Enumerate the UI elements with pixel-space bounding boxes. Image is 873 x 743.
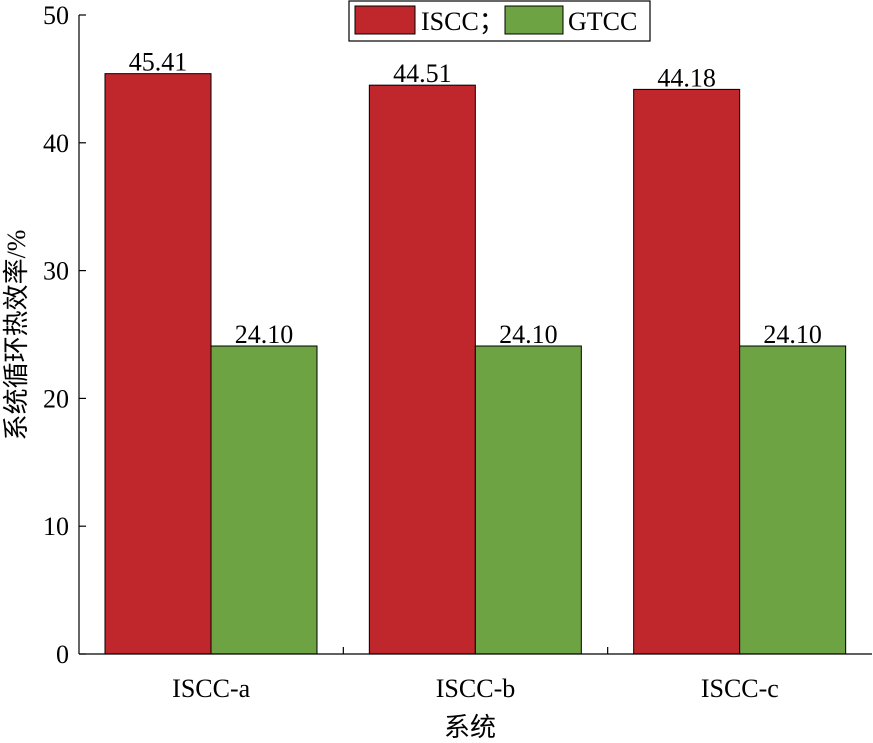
x-tick-label: ISCC-b [436, 674, 515, 703]
legend-label-iscc: ISCC； [421, 7, 505, 36]
data-labels-group: 45.41 24.10 44.51 24.10 44.18 24.10 [129, 48, 822, 349]
bar-iscc-iscc-a [104, 73, 212, 655]
data-label-gtcc-iscc-a: 24.10 [235, 320, 294, 349]
y-tick-label: 0 [56, 640, 69, 669]
x-axis-label: 系统 [444, 713, 496, 742]
bars-group [104, 73, 847, 655]
data-label-iscc-iscc-a: 45.41 [129, 48, 188, 77]
y-tick-label: 30 [43, 257, 69, 286]
legend-swatch-gtcc [504, 5, 564, 35]
x-tick-label: ISCC-a [172, 674, 250, 703]
bar-gtcc-iscc-b [474, 345, 582, 655]
legend-swatch-iscc [354, 5, 416, 35]
axes-group [78, 15, 872, 655]
y-tick-label: 10 [43, 512, 69, 541]
bar-iscc-iscc-c [633, 88, 741, 655]
data-label-iscc-iscc-b: 44.51 [393, 59, 452, 88]
y-ticks-group: 0 10 20 30 40 50 [43, 1, 86, 669]
data-label-iscc-iscc-c: 44.18 [657, 63, 716, 92]
x-ticks-group: ISCC-a ISCC-b ISCC-c [172, 647, 779, 703]
bar-iscc-iscc-b [368, 84, 476, 655]
y-tick-label: 40 [43, 129, 69, 158]
data-label-gtcc-iscc-b: 24.10 [499, 320, 558, 349]
data-label-gtcc-iscc-c: 24.10 [763, 320, 822, 349]
x-tick-label: ISCC-c [701, 674, 779, 703]
legend-label-gtcc: GTCC [568, 7, 637, 36]
bar-gtcc-iscc-a [210, 345, 318, 655]
legend: ISCC； GTCC [348, 0, 651, 42]
y-tick-label: 20 [43, 384, 69, 413]
y-tick-label: 50 [43, 1, 69, 30]
bar-gtcc-iscc-c [739, 345, 847, 655]
y-axis-label: 系统循环热效率/% [2, 230, 31, 441]
